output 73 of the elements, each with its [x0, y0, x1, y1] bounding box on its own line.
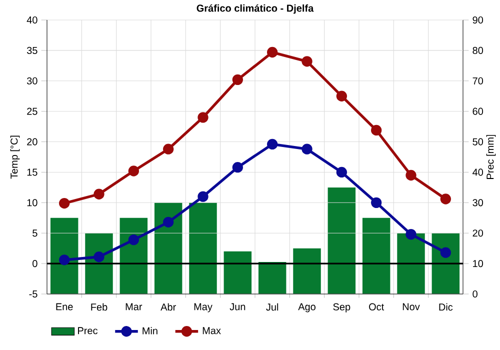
y2-tick-label: 50 [472, 138, 484, 146]
bar [432, 233, 460, 294]
bar [50, 218, 78, 294]
y-tick-label: -5 [29, 290, 38, 298]
point [440, 247, 452, 258]
x-tick-label: May [194, 303, 212, 312]
point [94, 188, 104, 200]
point [406, 170, 416, 181]
bar [258, 262, 286, 294]
y2-tick-label: 20 [472, 230, 484, 237]
y-tick-label: 10 [27, 199, 38, 206]
y2-tick-label: 80 [472, 46, 484, 54]
y-tick-label: 15 [27, 168, 38, 176]
x-tick-label: Oct [369, 303, 384, 310]
y-tick-label: 30 [26, 77, 38, 84]
bar [362, 218, 390, 294]
point [371, 197, 382, 208]
y2-tick-label: 30 [472, 199, 484, 206]
y-tick-label: 5 [32, 230, 38, 237]
point [406, 228, 416, 240]
x-tick-label: Mar [126, 303, 142, 310]
legend-label: Min [142, 327, 158, 334]
point [59, 198, 70, 209]
legend-label: Prec [78, 327, 98, 334]
point [267, 46, 278, 58]
point [371, 124, 382, 136]
x-tick-label: Jun [230, 303, 246, 310]
x-tick-label: Ene [56, 303, 73, 310]
point [128, 166, 140, 176]
point [336, 166, 348, 178]
chart-title: Gráfico climático - Djelfa [196, 4, 314, 14]
point [267, 138, 278, 150]
bar [293, 248, 321, 294]
x-tick-label: Feb [91, 303, 108, 311]
x-tick-label: Sep [333, 303, 350, 312]
x-tick-label: Ago [298, 303, 316, 312]
x-tick-label: Nov [402, 303, 420, 310]
y-tick-label: 35 [26, 46, 38, 54]
bar [154, 202, 182, 294]
point [336, 90, 348, 102]
y-tick-label: 0 [32, 260, 38, 268]
y2-tick-label: 70 [472, 77, 484, 84]
y-axis-title: Temp [°C] [10, 136, 20, 179]
point [198, 191, 208, 202]
point [163, 216, 174, 228]
point [94, 252, 104, 262]
bar [328, 187, 356, 294]
x-tick-label: Abr [160, 303, 176, 311]
y2-tick-label: 0 [472, 290, 478, 298]
legend-label: Max [202, 327, 221, 334]
bar [397, 233, 425, 294]
point [302, 144, 312, 154]
x-tick-label: Jul [266, 303, 278, 311]
y2-tick-label: 60 [472, 108, 484, 115]
point [232, 162, 244, 173]
point [163, 144, 174, 154]
bar [120, 218, 148, 294]
point [302, 56, 312, 67]
point [232, 74, 244, 86]
y-tick-label: 40 [26, 16, 38, 24]
point [198, 112, 208, 123]
y2-axis-title: Prec [mm] [486, 134, 496, 179]
y-tick-label: 25 [27, 108, 38, 115]
y2-tick-label: 10 [473, 260, 484, 268]
y-tick-label: 20 [27, 138, 38, 146]
bar [224, 251, 252, 294]
x-tick-label: Dic [439, 303, 453, 311]
y2-tick-label: 90 [472, 16, 484, 24]
bar [189, 202, 217, 294]
point [59, 254, 70, 266]
point [128, 234, 140, 246]
point [440, 194, 452, 204]
y2-tick-label: 40 [472, 168, 484, 176]
